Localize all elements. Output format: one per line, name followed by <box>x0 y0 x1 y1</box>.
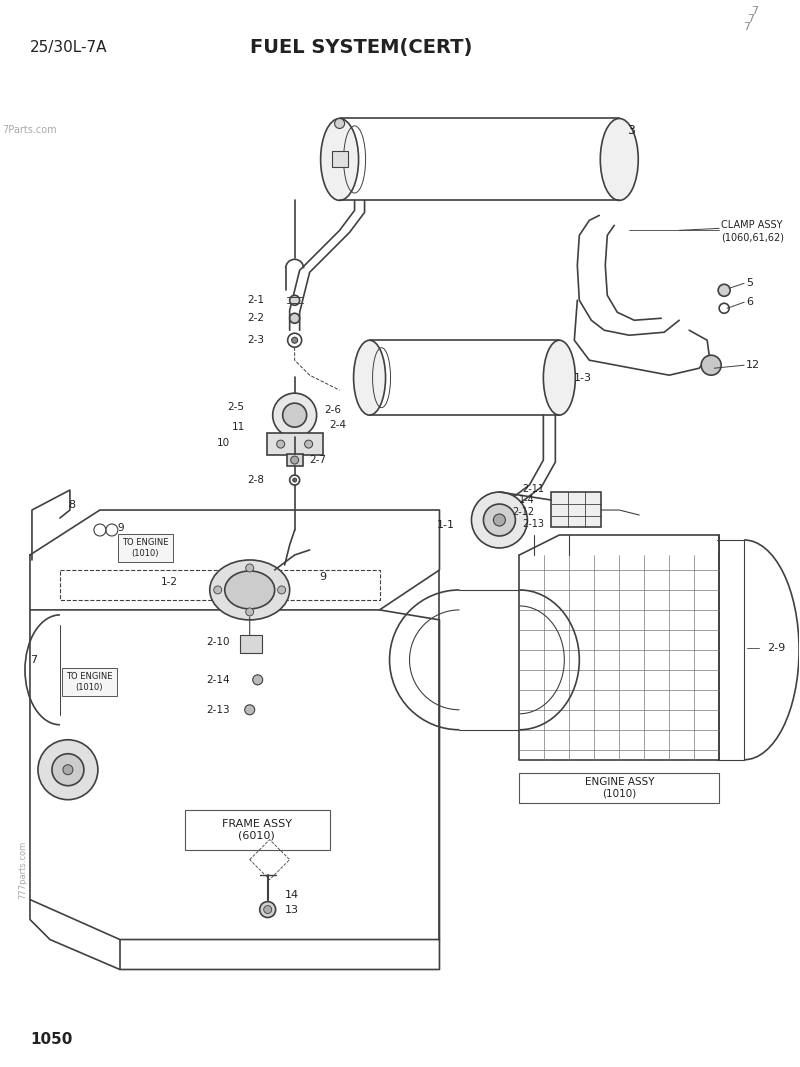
Text: 2-2: 2-2 <box>248 314 265 323</box>
Circle shape <box>290 314 300 323</box>
Circle shape <box>494 514 506 526</box>
Circle shape <box>214 586 222 594</box>
Circle shape <box>38 739 98 799</box>
Circle shape <box>334 118 345 128</box>
Text: 2-13: 2-13 <box>522 519 544 529</box>
Circle shape <box>282 403 306 427</box>
Text: 2-8: 2-8 <box>248 475 265 485</box>
Text: 2-5: 2-5 <box>228 402 245 412</box>
Circle shape <box>253 674 262 685</box>
Bar <box>286 455 302 466</box>
Text: CLAMP ASSY: CLAMP ASSY <box>721 221 782 230</box>
Text: 12: 12 <box>746 361 760 370</box>
Bar <box>519 773 719 802</box>
Text: FRAME ASSY
(6010): FRAME ASSY (6010) <box>222 818 292 841</box>
Text: 2-14: 2-14 <box>206 674 230 685</box>
Circle shape <box>260 902 276 918</box>
Bar <box>62 668 117 696</box>
Bar <box>266 433 322 456</box>
Ellipse shape <box>210 560 290 620</box>
Circle shape <box>701 355 721 376</box>
Text: 2-1: 2-1 <box>248 296 265 305</box>
Text: 1-1: 1-1 <box>437 520 454 530</box>
Ellipse shape <box>225 571 274 609</box>
Circle shape <box>246 564 254 572</box>
Text: 7: 7 <box>751 5 758 16</box>
Circle shape <box>292 337 298 344</box>
Text: 10: 10 <box>217 439 230 448</box>
Text: 14: 14 <box>285 890 298 899</box>
Text: 13: 13 <box>285 905 298 914</box>
Circle shape <box>718 284 730 297</box>
Text: 25/30L-7A: 25/30L-7A <box>30 41 107 55</box>
Circle shape <box>305 440 313 448</box>
Text: 1-2: 1-2 <box>161 577 178 587</box>
Circle shape <box>273 393 317 437</box>
Circle shape <box>471 492 527 548</box>
Text: 2-12: 2-12 <box>512 507 534 517</box>
Text: 5: 5 <box>746 278 753 288</box>
Ellipse shape <box>321 118 358 201</box>
Ellipse shape <box>354 340 386 415</box>
Circle shape <box>483 504 515 536</box>
Ellipse shape <box>600 118 638 201</box>
Text: 6: 6 <box>746 298 753 307</box>
Circle shape <box>52 753 84 785</box>
Circle shape <box>246 608 254 616</box>
Bar <box>551 492 602 527</box>
Text: 2-9: 2-9 <box>767 642 786 653</box>
Text: 2-7: 2-7 <box>310 456 326 465</box>
Circle shape <box>293 478 297 482</box>
Text: 3: 3 <box>627 124 635 137</box>
Bar <box>240 635 262 653</box>
Text: FUEL SYSTEM(CERT): FUEL SYSTEM(CERT) <box>250 38 472 57</box>
Text: TO ENGINE
(1010): TO ENGINE (1010) <box>122 538 168 558</box>
Text: 11: 11 <box>231 423 245 432</box>
Circle shape <box>277 440 285 448</box>
Text: 2-4: 2-4 <box>330 420 346 430</box>
Bar <box>332 152 347 168</box>
Text: 1-3: 1-3 <box>574 373 592 383</box>
Text: 7: 7 <box>747 14 754 23</box>
Text: 2-6: 2-6 <box>325 405 342 415</box>
Circle shape <box>63 765 73 775</box>
Text: ENGINE ASSY
(1010): ENGINE ASSY (1010) <box>585 777 654 798</box>
Text: 2-11: 2-11 <box>522 484 544 494</box>
Circle shape <box>264 906 272 913</box>
Circle shape <box>290 456 298 464</box>
Text: 777parts.com: 777parts.com <box>18 841 27 898</box>
Text: 2-10: 2-10 <box>206 637 230 647</box>
Text: 2-13: 2-13 <box>206 705 230 715</box>
Text: 9: 9 <box>118 523 125 534</box>
Text: (1060,61,62): (1060,61,62) <box>721 233 784 242</box>
Circle shape <box>290 296 300 305</box>
Text: 8: 8 <box>68 500 75 510</box>
Circle shape <box>278 586 286 594</box>
Text: 1-4: 1-4 <box>518 495 534 505</box>
Text: 7: 7 <box>30 655 37 665</box>
Text: 7Parts.com: 7Parts.com <box>2 126 57 136</box>
Text: 1050: 1050 <box>30 1032 72 1047</box>
Text: 9: 9 <box>320 572 326 582</box>
Circle shape <box>245 705 254 715</box>
Bar <box>118 534 173 562</box>
Text: 2-3: 2-3 <box>248 335 265 346</box>
Bar <box>185 810 330 849</box>
Ellipse shape <box>543 340 575 415</box>
Text: 7: 7 <box>743 21 750 32</box>
Text: TO ENGINE
(1010): TO ENGINE (1010) <box>66 672 112 691</box>
